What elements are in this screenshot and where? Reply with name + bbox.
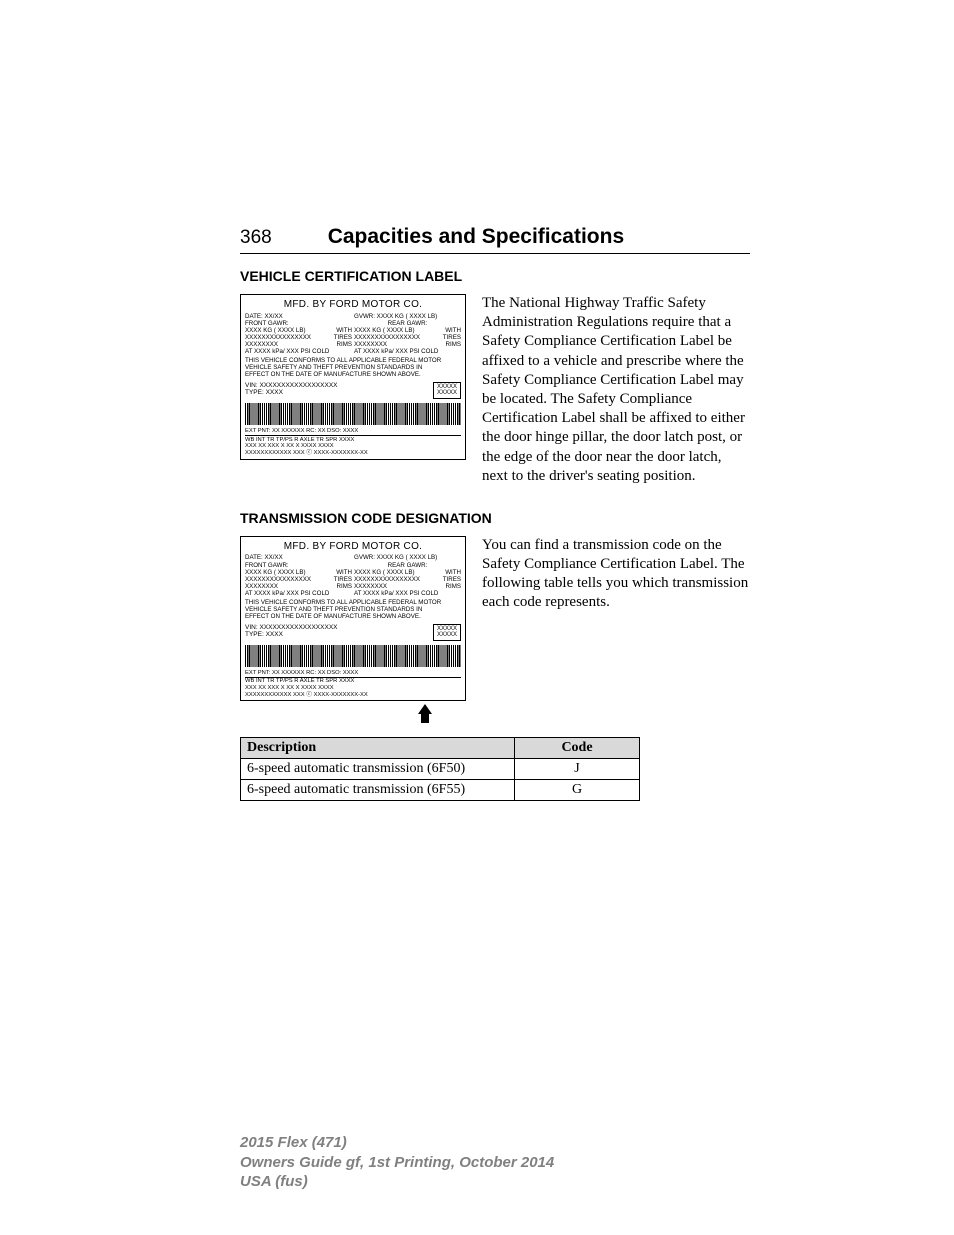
page-footer: 2015 Flex (471) Owners Guide gf, 1st Pri… bbox=[240, 1133, 554, 1192]
section2-body: You can find a transmission code on the … bbox=[482, 536, 750, 702]
section2-heading: TRANSMISSION CODE DESIGNATION bbox=[240, 510, 750, 526]
barcode bbox=[245, 403, 461, 425]
table-header-row: Description Code bbox=[241, 738, 640, 759]
transmission-code-table: Description Code 6-speed automatic trans… bbox=[240, 737, 640, 801]
cert-mfd: MFD. BY FORD MOTOR CO. bbox=[245, 299, 461, 311]
cert-label-figure-2: MFD. BY FORD MOTOR CO. DATE: XX/XX FRONT… bbox=[240, 536, 466, 702]
page-title: Capacities and Specifications bbox=[328, 225, 624, 249]
page-header: 368 Capacities and Specifications bbox=[240, 225, 750, 254]
col-code: Code bbox=[515, 738, 640, 759]
col-description: Description bbox=[241, 738, 515, 759]
table-row: 6-speed automatic transmission (6F50) J bbox=[241, 759, 640, 780]
page-number: 368 bbox=[240, 227, 272, 249]
cert-label-figure-1: MFD. BY FORD MOTOR CO. DATE: XX/XX FRONT… bbox=[240, 294, 466, 486]
table-row: 6-speed automatic transmission (6F55) G bbox=[241, 780, 640, 801]
section1-body: The National Highway Traffic Safety Admi… bbox=[482, 294, 750, 486]
section1-heading: VEHICLE CERTIFICATION LABEL bbox=[240, 268, 750, 284]
